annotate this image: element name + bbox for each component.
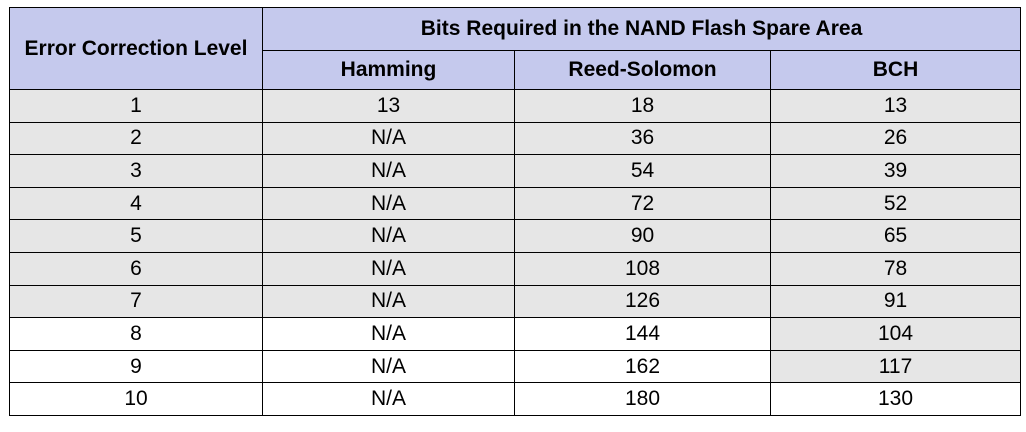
cell-bch: 104: [769, 317, 1022, 351]
cell-hamming: N/A: [262, 186, 515, 221]
cell-bch: 65: [769, 219, 1022, 253]
table-row: 3 N/A 54 39: [9, 154, 1022, 188]
cell-hamming: N/A: [262, 349, 515, 384]
cell-reed-solomon: 54: [514, 154, 771, 188]
corner-header: Error Correction Level: [9, 7, 263, 90]
table-row: 6 N/A 108 78: [9, 251, 1022, 286]
cell-level: 7: [9, 284, 263, 319]
cell-hamming: N/A: [262, 219, 515, 253]
cell-bch: 26: [769, 121, 1022, 156]
cell-level: 6: [9, 251, 263, 286]
cell-reed-solomon: 180: [514, 382, 771, 416]
ecc-bits-table: Error Correction Level Bits Required in …: [9, 7, 1022, 416]
table-row: 1 13 18 13: [9, 89, 1022, 123]
cell-hamming: N/A: [262, 317, 515, 351]
cell-reed-solomon: 90: [514, 219, 771, 253]
cell-bch: 91: [769, 284, 1022, 319]
cell-level: 10: [9, 382, 263, 416]
cell-level: 1: [9, 89, 263, 123]
table-row: 8 N/A 144 104: [9, 317, 1022, 351]
cell-level: 9: [9, 349, 263, 384]
cell-reed-solomon: 72: [514, 186, 771, 221]
cell-reed-solomon: 36: [514, 121, 771, 156]
group-header: Bits Required in the NAND Flash Spare Ar…: [261, 7, 1022, 51]
column-header-reed-solomon: Reed-Solomon: [514, 50, 771, 90]
table-row: 2 N/A 36 26: [9, 121, 1022, 156]
cell-bch: 13: [769, 89, 1022, 123]
table-row: 7 N/A 126 91: [9, 284, 1022, 319]
cell-bch: 52: [769, 186, 1022, 221]
cell-hamming: N/A: [262, 251, 515, 286]
cell-hamming: N/A: [262, 382, 515, 416]
cell-level: 3: [9, 154, 263, 188]
cell-bch: 39: [769, 154, 1022, 188]
header-row-columns: Hamming Reed-Solomon BCH: [10, 50, 1022, 90]
cell-bch: 130: [769, 382, 1022, 416]
cell-hamming: N/A: [262, 284, 515, 319]
cell-bch: 78: [769, 251, 1022, 286]
cell-level: 4: [9, 186, 263, 221]
table-row: 9 N/A 162 117: [9, 349, 1022, 384]
table-row: 4 N/A 72 52: [9, 186, 1022, 221]
header-row-group: Error Correction Level Bits Required in …: [9, 7, 1022, 90]
cell-level: 2: [9, 121, 263, 156]
cell-bch: 117: [769, 349, 1022, 384]
cell-reed-solomon: 108: [514, 251, 771, 286]
cell-reed-solomon: 126: [514, 284, 771, 319]
cell-reed-solomon: 162: [514, 349, 771, 384]
cell-reed-solomon: 18: [514, 89, 771, 123]
column-header-bch: BCH: [769, 50, 1022, 90]
cell-hamming: N/A: [262, 121, 515, 156]
cell-hamming: 13: [262, 89, 515, 123]
cell-hamming: N/A: [262, 154, 515, 188]
table-row: 5 N/A 90 65: [9, 219, 1022, 253]
cell-level: 5: [9, 219, 263, 253]
column-header-hamming: Hamming: [262, 50, 515, 90]
cell-level: 8: [9, 317, 263, 351]
table-row: 10 N/A 180 130: [9, 382, 1022, 416]
cell-reed-solomon: 144: [514, 317, 771, 351]
